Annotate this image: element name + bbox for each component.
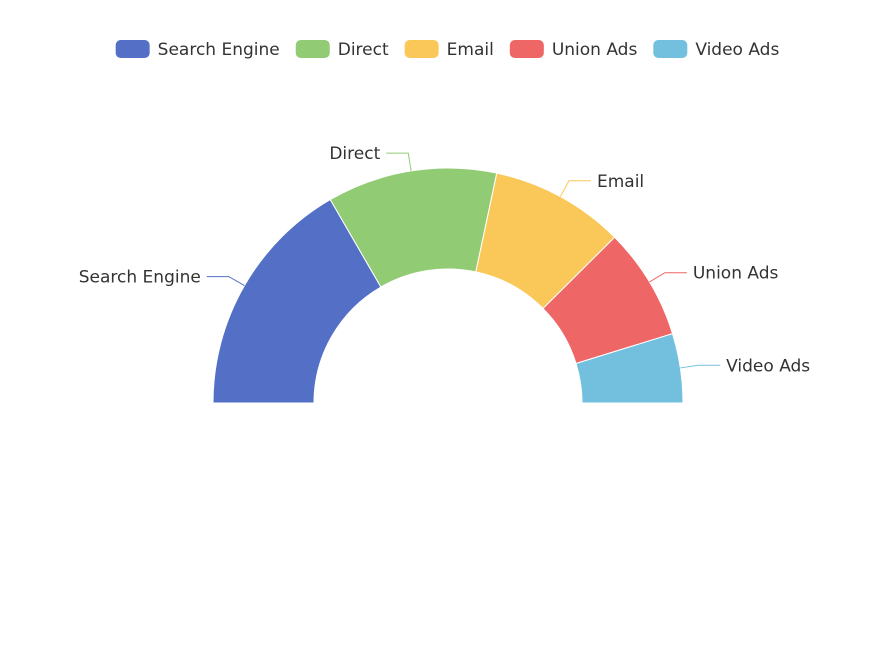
slice-label-video-ads: Video Ads: [726, 356, 810, 376]
leader-line-union-ads: [649, 272, 687, 283]
legend-swatch-video-ads: [653, 40, 688, 58]
slices: [212, 167, 684, 404]
legend-item-union-ads[interactable]: Union Ads: [509, 40, 638, 60]
legend-item-search-engine[interactable]: Search Engine: [115, 40, 280, 60]
slice-label-search-engine: Search Engine: [79, 268, 201, 288]
slice-label-union-ads: Union Ads: [693, 264, 779, 284]
leader-line-email: [559, 180, 591, 197]
legend-swatch-search-engine: [115, 40, 150, 58]
legend-item-direct[interactable]: Direct: [295, 40, 389, 60]
legend-label-union-ads: Union Ads: [552, 40, 638, 60]
slice-labels: Search Engine Direct Email Union Ads Video A…: [79, 144, 811, 376]
slice-video-ads[interactable]: [575, 333, 684, 404]
legend-label-direct: Direct: [338, 40, 389, 60]
legend-swatch-direct: [295, 40, 330, 58]
slice-search-engine[interactable]: [212, 198, 382, 404]
slice-label-direct: Direct: [329, 144, 380, 164]
legend-label-video-ads: Video Ads: [695, 40, 779, 60]
legend-item-email[interactable]: Email: [404, 40, 494, 60]
slice-label-email: Email: [597, 172, 644, 192]
leader-line-direct: [386, 152, 412, 171]
legend: Search Engine Direct Email Union Ads Video A…: [115, 40, 779, 60]
legend-swatch-email: [404, 40, 439, 58]
legend-label-search-engine: Search Engine: [158, 40, 280, 60]
legend-item-video-ads[interactable]: Video Ads: [653, 40, 779, 60]
leader-line-search-engine: [206, 276, 245, 287]
legend-label-email: Email: [447, 40, 494, 60]
leader-line-video-ads: [680, 364, 721, 369]
legend-swatch-union-ads: [509, 40, 544, 58]
